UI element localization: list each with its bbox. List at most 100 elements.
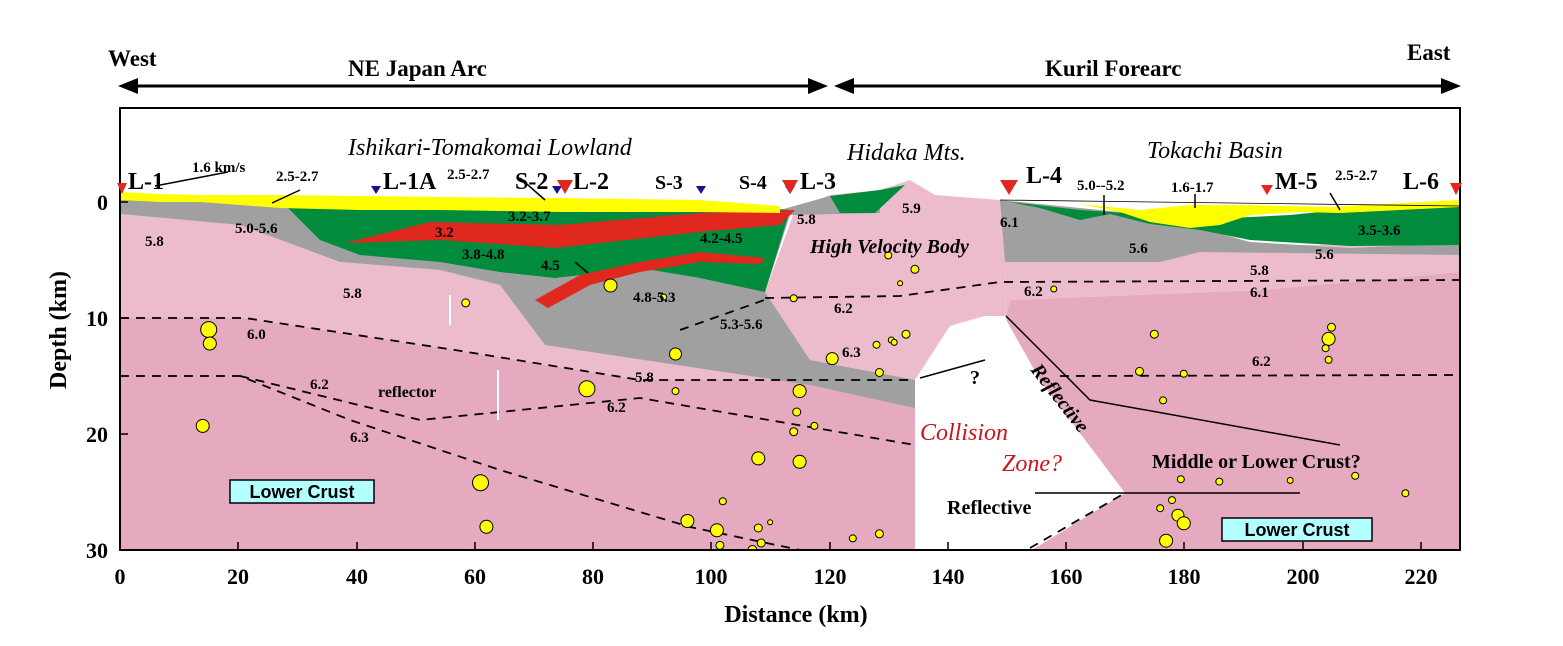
earthquake-marker [1401, 489, 1410, 498]
earthquake-marker [1321, 344, 1330, 353]
x-tick-label: 200 [1287, 564, 1320, 589]
vel-label: 6.2 [834, 301, 853, 317]
earthquake-marker [1176, 516, 1191, 531]
earthquake-marker [1215, 477, 1224, 486]
station-label-l2: L-2 [573, 169, 609, 195]
vel-label: 5.8 [343, 286, 362, 302]
green-layer-east [1010, 202, 1460, 246]
vel-label: 5.8 [1250, 263, 1269, 279]
vel-label: 5.3-5.6 [720, 317, 763, 333]
x-tick-label: 180 [1168, 564, 1201, 589]
earthquake-marker [753, 523, 763, 533]
plot-frame [119, 107, 1461, 551]
x-tick-label: 20 [227, 564, 249, 589]
red-layer-lower [535, 252, 765, 308]
earthquake-marker [669, 347, 682, 361]
vel-label: 6.1 [1000, 215, 1019, 231]
lower-crust-east-region [1006, 272, 1460, 550]
earthquake-marker [884, 251, 893, 260]
vel-label: 2.5-2.7 [447, 167, 490, 183]
earthquake-marker [901, 329, 911, 339]
high-velocity-body-label: High Velocity Body [809, 236, 969, 258]
x-axis-title: Distance (km) [724, 602, 867, 628]
station-label-l4: L-4 [1026, 163, 1062, 189]
vel-label: 5.6 [1315, 247, 1334, 263]
west-label: West [108, 46, 157, 71]
station-marker-l2 [557, 180, 573, 194]
red-layer-upper [345, 210, 795, 248]
vel-label: 6.3 [350, 430, 369, 446]
velocity-contours [120, 279, 1460, 550]
vel-label: 6.2 [310, 377, 329, 393]
x-tick-label: 0 [115, 564, 126, 589]
earthquake-marker [825, 352, 839, 366]
x-tick-label: 60 [464, 564, 486, 589]
structure-lines [919, 199, 1460, 494]
y-tick-label: 10 [86, 306, 108, 331]
plot-area [120, 108, 1460, 550]
reflector-label: reflector [378, 384, 436, 401]
y-axis: 0 10 20 30 Depth (km) [46, 190, 128, 563]
earthquake-marker [1159, 396, 1168, 405]
earthquake-marker [200, 321, 218, 339]
station-marker-m5 [1261, 185, 1273, 195]
earthquake-marker [751, 451, 766, 466]
station-marker-l6 [1450, 183, 1462, 195]
earthquake-marker [578, 380, 596, 398]
earthquake-marker [848, 534, 857, 543]
y-tick-label: 30 [86, 538, 108, 563]
station-marker-l1a [371, 186, 381, 194]
earthquake-marker [1179, 369, 1188, 378]
station-label-l6: L-6 [1403, 169, 1439, 195]
vel-label: 4.5 [541, 258, 560, 274]
sediment-east [1080, 200, 1460, 228]
collision-label: Collision [920, 420, 1008, 446]
green-layer-hidaka [830, 185, 905, 213]
earthquake-marker [792, 454, 807, 469]
upper-crust-west-region [120, 214, 915, 380]
station-marker-l1 [117, 183, 127, 194]
earthquake-marker [897, 280, 904, 287]
vel-label: 6.2 [607, 400, 626, 416]
vel-label: 2.5-2.7 [276, 169, 319, 185]
y-tick-label: 0 [97, 190, 108, 215]
earthquake-marker [1286, 476, 1294, 484]
station-label-s2: S-2 [515, 169, 548, 195]
earthquake-marker [747, 545, 758, 550]
vel-label: 4.8-5.3 [633, 290, 676, 306]
vel-label: 5.0--5.2 [1077, 178, 1125, 194]
earthquake-marker [1159, 533, 1174, 548]
question-mark: ? [970, 367, 980, 389]
region-tokachi: Tokachi Basin [1147, 138, 1283, 164]
vel-label: 3.8-4.8 [462, 247, 505, 263]
vel-label: 1.6 km/s [192, 160, 246, 176]
vel-label: 3.5-3.6 [1358, 223, 1401, 239]
vel-label: 1.6-1.7 [1171, 180, 1214, 196]
label-leaders [154, 171, 1341, 274]
station-markers [117, 180, 1462, 195]
middle-lower-crust-label: Middle or Lower Crust? [1152, 451, 1361, 473]
earthquake-marker [789, 294, 798, 303]
x-tick-label: 160 [1050, 564, 1083, 589]
vel-label: 5.9 [902, 201, 921, 217]
earthquake-marker [709, 523, 724, 538]
x-axis: 0 20 40 60 80 100 120 140 160 180 200 22… [115, 542, 1438, 628]
high-velocity-body [765, 180, 1460, 380]
ne-japan-arc-label: NE Japan Arc [348, 56, 487, 81]
earthquake-marker [680, 514, 695, 528]
earthquake-marker [603, 278, 618, 293]
earthquake-marker [789, 427, 799, 437]
earthquake-marker [671, 387, 680, 396]
x-tick-label: 220 [1405, 564, 1438, 589]
earthquake-marker [890, 338, 898, 346]
earthquake-marker [756, 538, 766, 548]
x-tick-label: 40 [346, 564, 368, 589]
earthquake-marker [872, 340, 881, 349]
earthquake-marker [479, 519, 494, 534]
vel-label: 6.2 [1252, 354, 1271, 370]
region-hidaka: Hidaka Mts. [846, 140, 966, 166]
station-label-m5: M-5 [1275, 169, 1318, 195]
east-label: East [1407, 40, 1451, 65]
station-label-s3: S-3 [655, 172, 683, 194]
